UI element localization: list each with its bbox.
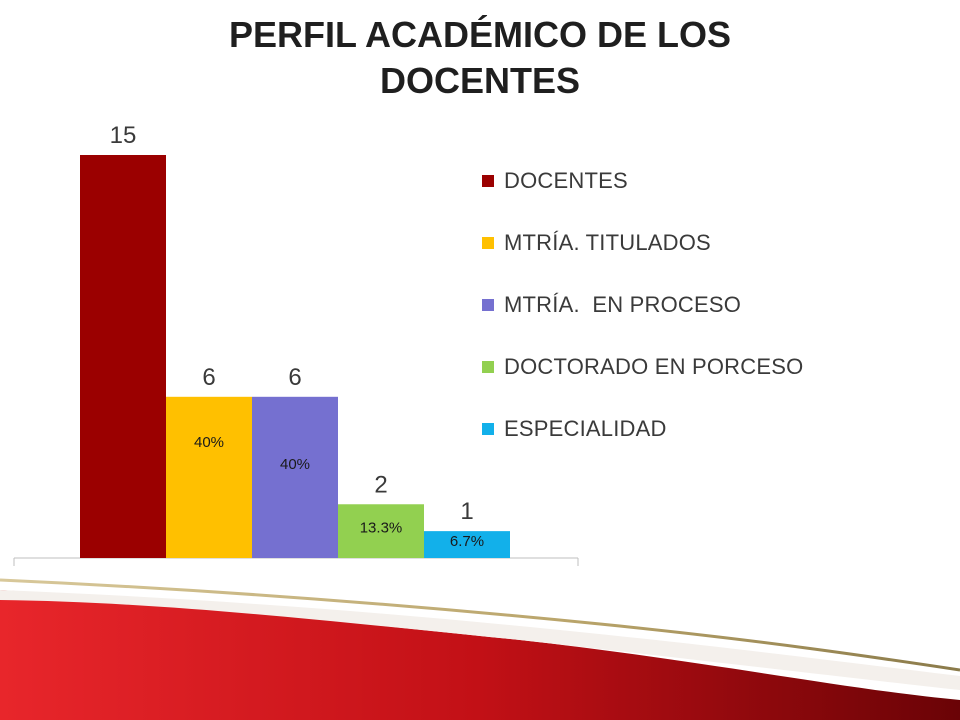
legend-swatch-docentes xyxy=(482,175,494,187)
bar-docentes xyxy=(80,155,166,558)
legend-item-docentes: DOCENTES xyxy=(482,150,803,212)
legend-swatch-mtria-titulados xyxy=(482,237,494,249)
slide-title-line-2: DOCENTES xyxy=(379,60,581,101)
value-label-mtria-titulados: 6 xyxy=(202,364,215,391)
decorative-white-swoosh xyxy=(0,590,960,690)
legend-swatch-especialidad xyxy=(482,423,494,435)
bar-series: 15 6 40% 6 40% 2 13.3% 1 6.7% xyxy=(80,122,510,558)
legend-label-mtria-titulados: MTRÍA. TITULADOS xyxy=(504,230,711,255)
bar-mtria-titulados xyxy=(166,396,252,558)
chart-legend: DOCENTES MTRÍA. TITULADOS MTRÍA. EN PROC… xyxy=(482,150,803,460)
percent-label-especialidad: 6.7% xyxy=(450,533,484,550)
legend-swatch-mtria-en-proceso xyxy=(482,299,494,311)
bar-doctorado-en-proceso xyxy=(338,504,424,558)
value-label-doctorado-en-proceso: 2 xyxy=(374,471,387,498)
value-label-docentes: 15 xyxy=(110,122,137,149)
decorative-red-band xyxy=(0,590,960,720)
slide-title-line-1: PERFIL ACADÉMICO DE LOS xyxy=(228,14,732,55)
percent-label-mtria-titulados: 40% xyxy=(194,434,224,451)
legend-label-docentes: DOCENTES xyxy=(504,168,628,193)
legend-swatch-doctorado-en-proceso xyxy=(482,361,494,373)
bar-mtria-en-proceso xyxy=(252,396,338,558)
legend-item-especialidad: ESPECIALIDAD xyxy=(482,398,803,460)
percent-label-mtria-en-proceso: 40% xyxy=(280,456,310,473)
legend-label-especialidad: ESPECIALIDAD xyxy=(504,416,667,441)
legend-label-mtria-en-proceso: MTRÍA. EN PROCESO xyxy=(504,292,742,317)
legend-label-doctorado-en-proceso: DOCTORADO EN PORCESO xyxy=(504,354,804,379)
plot-area xyxy=(13,557,579,566)
decorative-gold-line xyxy=(0,578,960,672)
percent-label-doctorado-en-proceso: 13.3% xyxy=(360,519,403,536)
slide-title: PERFIL ACADÉMICO DE LOS DOCENTES xyxy=(0,12,960,104)
value-label-especialidad: 1 xyxy=(460,498,473,525)
value-label-mtria-en-proceso: 6 xyxy=(288,364,301,391)
legend-item-mtria-titulados: MTRÍA. TITULADOS xyxy=(482,212,803,274)
bar-especialidad xyxy=(424,531,510,558)
legend-item-doctorado-en-proceso: DOCTORADO EN PORCESO xyxy=(482,336,803,398)
legend-item-mtria-en-proceso: MTRÍA. EN PROCESO xyxy=(482,274,803,336)
